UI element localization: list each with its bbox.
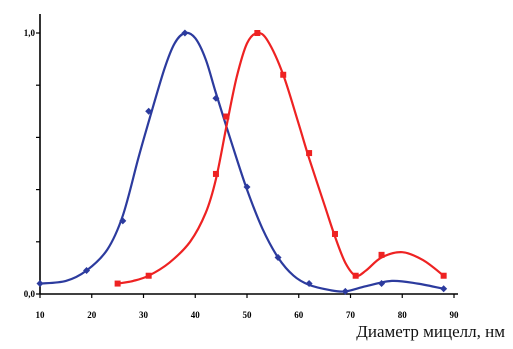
series-1-point xyxy=(181,29,189,37)
series-1-point xyxy=(378,280,386,288)
x-tick-label: 20 xyxy=(87,310,97,320)
x-tick-label: 30 xyxy=(139,310,149,320)
series-2-point xyxy=(254,30,261,36)
x-tick-label: 80 xyxy=(398,310,408,320)
series-2-point xyxy=(280,71,287,78)
series-2-point xyxy=(306,150,313,157)
x-tick-label: 50 xyxy=(243,310,253,320)
y-tick-label: 0,0 xyxy=(24,289,36,299)
y-tick-label: 1,0 xyxy=(24,28,36,38)
series-2-point xyxy=(223,113,230,120)
x-tick-label: 60 xyxy=(294,310,304,320)
x-tick-label: 10 xyxy=(36,310,46,320)
series-1-point xyxy=(119,217,127,225)
series-1-point xyxy=(305,280,313,288)
series-1-point xyxy=(440,285,448,293)
x-axis-title: Диаметр мицелл, нм xyxy=(356,322,505,341)
series-1-point xyxy=(243,183,251,191)
series-1-point xyxy=(341,287,349,295)
series-2-point xyxy=(145,272,152,279)
series-1-point xyxy=(212,94,220,102)
series-1-point xyxy=(83,267,91,275)
series-1-point xyxy=(36,280,44,288)
x-tick-label: 90 xyxy=(450,310,460,320)
series-2-point xyxy=(331,230,338,237)
series-markers xyxy=(36,29,448,295)
series-2-point xyxy=(114,280,121,287)
series-1-point xyxy=(145,107,153,115)
series-2-point xyxy=(212,170,219,177)
x-tick-label: 40 xyxy=(191,310,201,320)
series-2-point xyxy=(352,272,359,279)
series-1-point xyxy=(274,253,282,261)
axes: 0,0 1,0 10 20 30 40 50 60 70 80 90 xyxy=(24,14,459,320)
series-2-point xyxy=(440,272,447,279)
series-2-point xyxy=(378,251,385,258)
x-tick-label: 70 xyxy=(346,310,356,320)
series-2-line xyxy=(117,31,445,285)
